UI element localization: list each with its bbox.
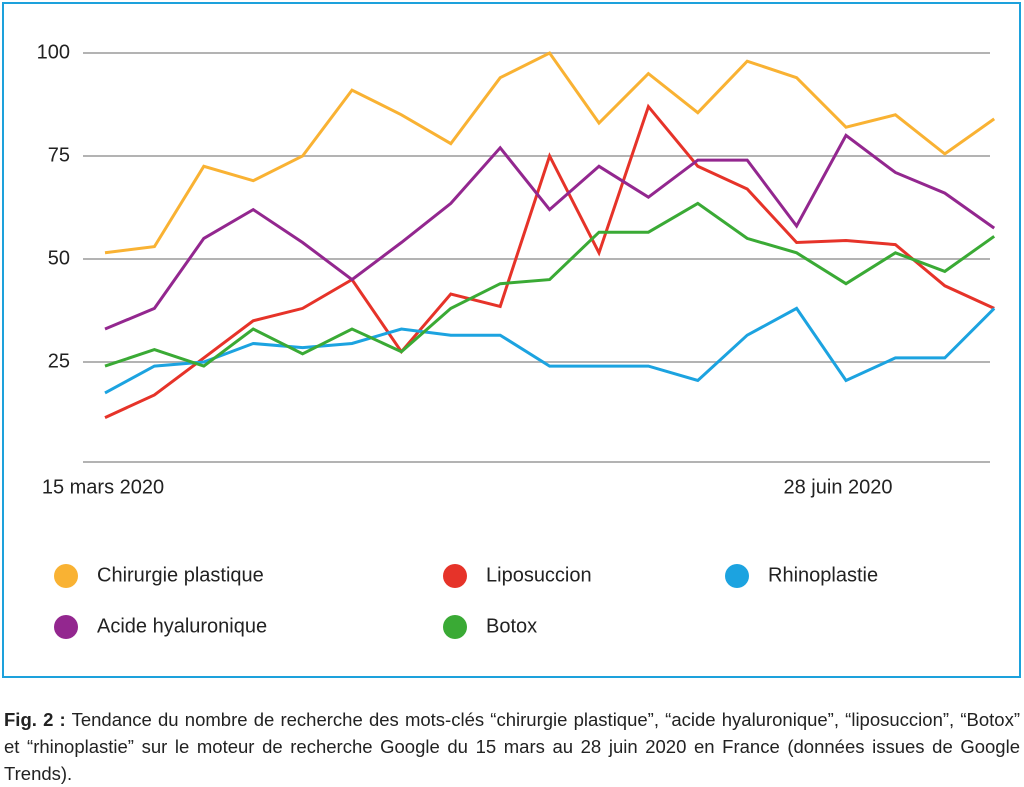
chart-frame xyxy=(2,2,1021,678)
legend-label: Rhinoplastie xyxy=(768,564,878,586)
legend-label: Liposuccion xyxy=(486,564,592,586)
series-line xyxy=(104,306,996,395)
legend-marker xyxy=(725,564,749,588)
caption-text: Tendance du nombre de recherche des mots… xyxy=(4,709,1020,784)
chart: 25 50 75 100 15 mars 2020 28 juin 2020 Chirurg… xyxy=(37,41,996,639)
legend-label: Acide hyaluronique xyxy=(97,615,267,637)
series-line xyxy=(104,133,996,331)
y-tick-label: 75 xyxy=(48,144,70,166)
series-line xyxy=(104,51,996,255)
legend-marker xyxy=(443,615,467,639)
legend-marker xyxy=(443,564,467,588)
legend-marker xyxy=(54,564,78,588)
y-tick-label: 100 xyxy=(37,41,70,63)
series-line xyxy=(104,103,995,419)
y-tick-label: 25 xyxy=(48,350,70,372)
figure-label: Fig. 2 : xyxy=(4,709,66,730)
x-tick-label: 28 juin 2020 xyxy=(784,476,893,498)
legend-label: Botox xyxy=(486,615,537,637)
series-line xyxy=(104,201,996,368)
caption: Fig. 2 : Tendance du nombre de recherche… xyxy=(4,706,1020,787)
x-tick-label: 15 mars 2020 xyxy=(42,476,164,498)
y-tick-label: 50 xyxy=(48,247,70,269)
legend-marker xyxy=(54,615,78,639)
legend-label: Chirurgie plastique xyxy=(97,564,264,586)
